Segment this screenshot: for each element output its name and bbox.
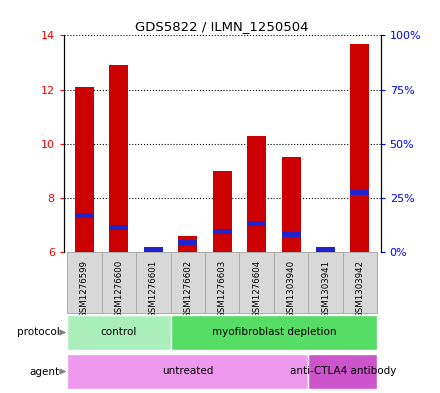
Text: GSM1303940: GSM1303940 — [286, 259, 296, 318]
Bar — [247, 136, 266, 252]
Bar — [247, 221, 266, 226]
FancyBboxPatch shape — [171, 315, 377, 350]
Bar — [282, 232, 301, 237]
Bar — [110, 226, 128, 230]
Bar — [75, 213, 94, 218]
Text: control: control — [101, 327, 137, 337]
FancyBboxPatch shape — [67, 354, 308, 389]
Text: untreated: untreated — [162, 366, 213, 376]
Text: GSM1303941: GSM1303941 — [321, 259, 330, 318]
Text: GSM1276603: GSM1276603 — [218, 259, 227, 318]
Text: anti-CTLA4 antibody: anti-CTLA4 antibody — [290, 366, 396, 376]
Text: agent: agent — [29, 367, 59, 376]
Bar — [351, 190, 370, 195]
FancyBboxPatch shape — [67, 252, 102, 313]
Bar — [316, 250, 335, 252]
FancyBboxPatch shape — [343, 252, 377, 313]
Bar — [282, 157, 301, 252]
FancyBboxPatch shape — [102, 252, 136, 313]
Text: protocol: protocol — [17, 327, 59, 338]
Bar — [178, 240, 197, 245]
Text: GSM1276604: GSM1276604 — [252, 259, 261, 318]
Text: GSM1276601: GSM1276601 — [149, 259, 158, 318]
FancyBboxPatch shape — [67, 315, 171, 350]
FancyBboxPatch shape — [171, 252, 205, 313]
Bar — [213, 171, 232, 252]
Text: myofibroblast depletion: myofibroblast depletion — [212, 327, 336, 337]
Bar — [144, 247, 163, 252]
Bar — [178, 236, 197, 252]
FancyBboxPatch shape — [308, 354, 377, 389]
Bar — [213, 230, 232, 234]
Text: GSM1276602: GSM1276602 — [183, 259, 192, 318]
Title: GDS5822 / ILMN_1250504: GDS5822 / ILMN_1250504 — [136, 20, 309, 33]
FancyBboxPatch shape — [308, 252, 343, 313]
Bar — [351, 44, 370, 252]
Bar — [110, 65, 128, 252]
FancyBboxPatch shape — [136, 252, 171, 313]
Bar — [316, 247, 335, 252]
FancyBboxPatch shape — [205, 252, 239, 313]
Text: GSM1276600: GSM1276600 — [114, 259, 123, 318]
FancyBboxPatch shape — [239, 252, 274, 313]
FancyBboxPatch shape — [274, 252, 308, 313]
Text: GSM1303942: GSM1303942 — [356, 259, 364, 318]
Bar — [144, 250, 163, 252]
Text: GSM1276599: GSM1276599 — [80, 259, 89, 318]
Bar — [75, 87, 94, 252]
